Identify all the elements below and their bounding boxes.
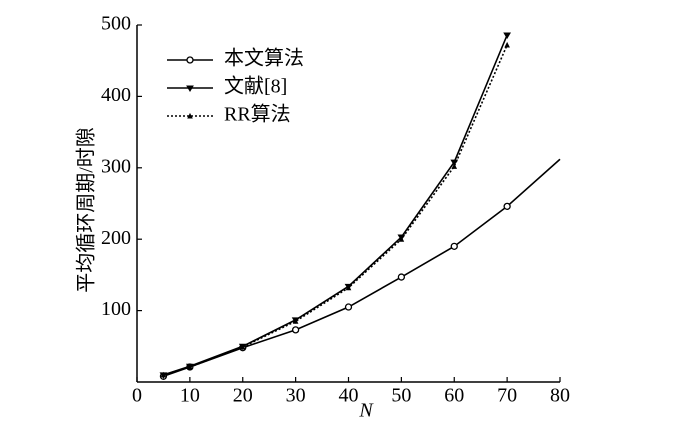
x-tick-label: 50: [391, 385, 411, 407]
point: [450, 242, 458, 250]
point: [451, 163, 458, 169]
y-tick-label: 400: [101, 84, 131, 106]
point: [292, 318, 299, 324]
x-tick-label: 30: [286, 385, 306, 407]
x-tick-label: 10: [180, 385, 200, 407]
y-tick-label: 300: [101, 155, 131, 177]
x-tick-label: 60: [444, 385, 464, 407]
point: [239, 343, 246, 350]
x-tick-label: 20: [233, 385, 253, 407]
legend-label: 本文算法: [224, 47, 304, 70]
series-line: [163, 34, 508, 376]
y-tick-label: 500: [101, 13, 131, 35]
point: [504, 41, 510, 48]
x-tick-label: 80: [550, 385, 570, 407]
point: [503, 32, 512, 39]
legend-marker: [186, 85, 194, 92]
y-tick-label: 200: [101, 227, 131, 249]
series-line: [163, 44, 508, 376]
point: [160, 371, 167, 378]
point: [345, 284, 352, 291]
point: [344, 303, 353, 311]
point: [187, 363, 193, 370]
point: [503, 202, 511, 211]
legend-label: RR算法: [224, 103, 291, 126]
x-tick-label: 0: [132, 385, 142, 407]
point: [291, 326, 300, 334]
legend-marker: [187, 112, 193, 119]
x-tick-label: 70: [497, 385, 517, 407]
x-axis-label: N: [358, 400, 374, 422]
y-axis-label: 平均循环周期/时隙: [75, 127, 98, 293]
legend-marker: [186, 56, 194, 64]
y-tick-label: 100: [101, 298, 131, 320]
point: [397, 273, 406, 281]
point: [398, 236, 405, 242]
series-line: [163, 158, 561, 378]
legend-label: 文献[8]: [224, 75, 287, 98]
x-tick-label: 40: [339, 385, 359, 407]
